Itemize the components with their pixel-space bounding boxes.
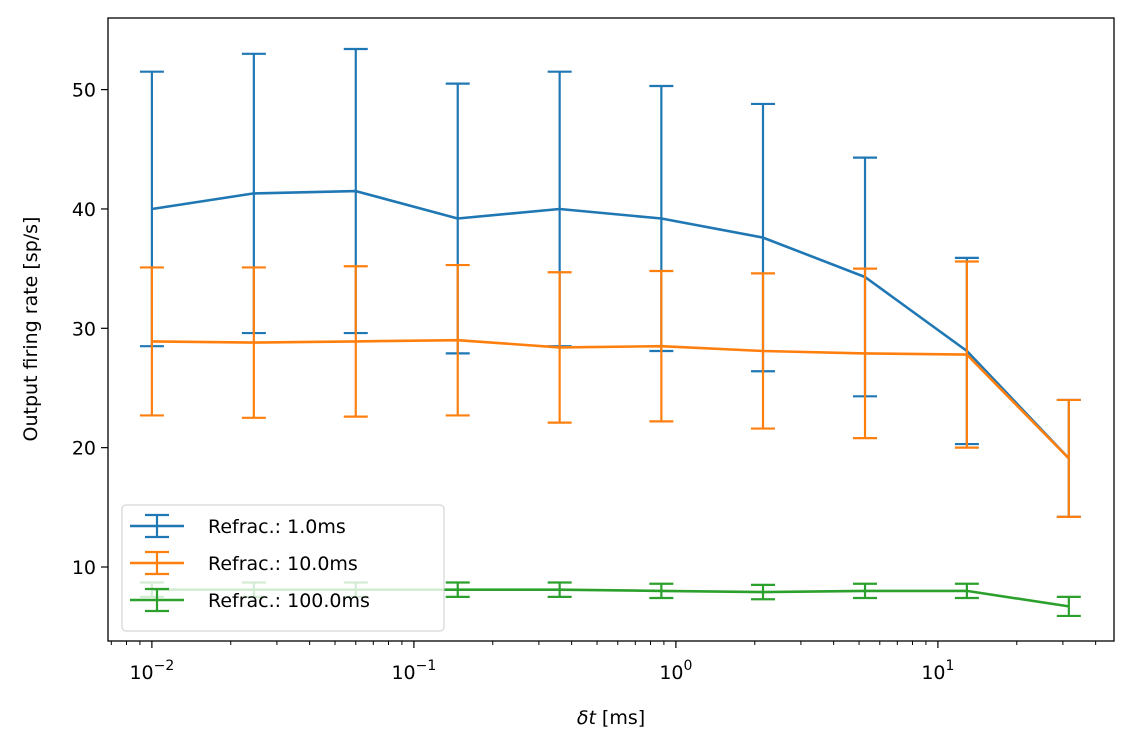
y-axis-label: Output firing rate [sp/s] [20,217,42,442]
y-tick-label: 50 [72,80,96,102]
legend-item-1: Refrac.: 1.0ms [130,513,346,539]
x-axis-label: δt [ms] [577,707,645,729]
y-tick-label: 30 [72,318,96,340]
x-tick-label: 100 [659,658,692,684]
legend: Refrac.: 1.0ms Refrac.: 10.0ms Refrac.: 10… [121,504,445,632]
x-tick-label: 10−2 [129,658,174,684]
legend-label: Refrac.: 100.0ms [208,590,370,612]
plot-frame [107,17,1115,642]
y-tick-label: 20 [72,438,96,460]
legend-item-2: Refrac.: 10.0ms [130,550,358,576]
series-2-line [151,338,1070,460]
y-axis: 10 20 30 40 50 [72,80,108,579]
legend-label: Refrac.: 10.0ms [208,553,358,575]
y-tick-label: 10 [72,557,96,579]
legend-item-3: Refrac.: 100.0ms [130,587,370,613]
series-2 [139,260,1081,518]
legend-box [121,504,445,632]
x-tick-label: 101 [921,658,954,684]
legend-label: Refrac.: 1.0ms [208,516,346,538]
series-1-line [151,189,1070,460]
x-tick-label: 10−1 [391,658,436,684]
y-tick-label: 40 [72,199,96,221]
x-axis: 10−2 10−1 100 101 [110,641,1097,684]
